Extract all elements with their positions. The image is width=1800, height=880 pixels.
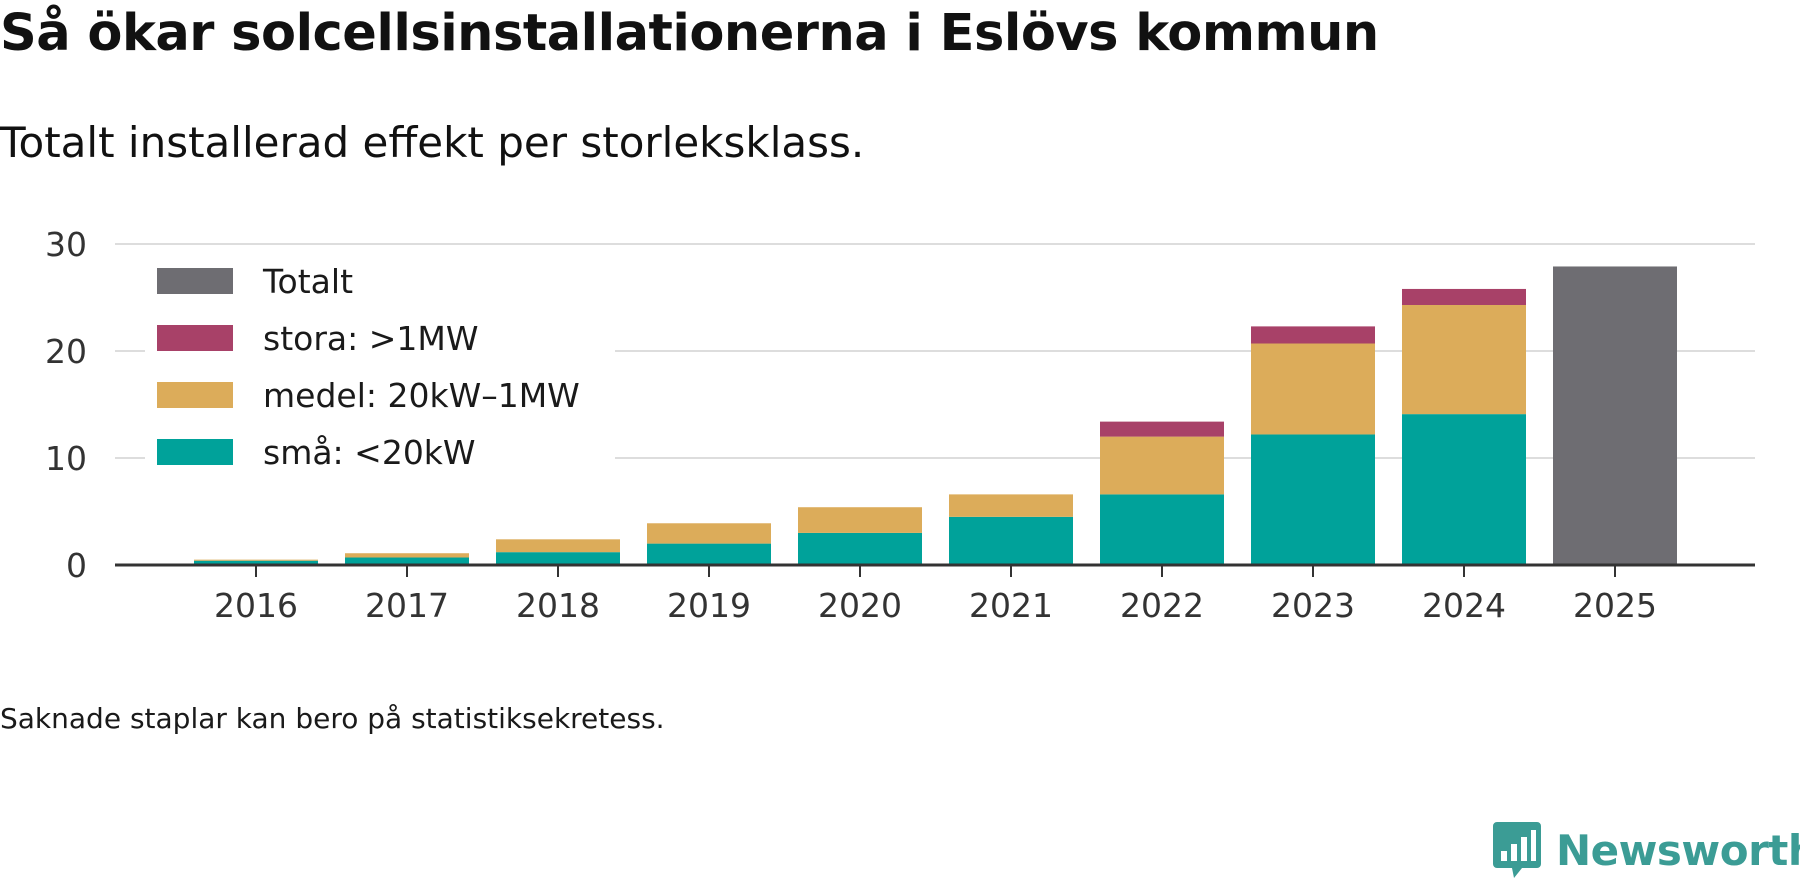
- x-tick-label-2016: 2016: [214, 586, 298, 625]
- chart-title: Så ökar solcellsinstallationerna i Eslöv…: [0, 4, 1379, 63]
- brand-name: Newsworthy: [1556, 825, 1800, 875]
- y-tick-label: 0: [66, 546, 87, 585]
- stacked-bar-chart: 0 10 20 30 2016 2017 2018 2019 2020 2021 2022 2023 2…: [45, 225, 1755, 625]
- x-tick-label-2019: 2019: [667, 586, 751, 625]
- x-tick-label-2020: 2020: [818, 586, 902, 625]
- legend-swatch-total: [157, 268, 233, 294]
- bar-medium-2019[interactable]: [647, 523, 771, 544]
- bar-large-2024[interactable]: [1402, 288, 1526, 305]
- y-tick-label: 20: [45, 332, 87, 371]
- bar-medium-2021[interactable]: [949, 494, 1073, 517]
- bar-small-2020[interactable]: [798, 532, 922, 565]
- bar-small-2018[interactable]: [496, 552, 620, 565]
- legend-label-large[interactable]: stora: >1MW: [263, 319, 478, 358]
- x-tick-label-2018: 2018: [516, 586, 600, 625]
- bar-small-2021[interactable]: [949, 516, 1073, 565]
- bar-small-2023[interactable]: [1251, 434, 1375, 565]
- x-tick-label-2025: 2025: [1573, 586, 1657, 625]
- chart-subtitle: Totalt installerad effekt per storlekskl…: [0, 118, 865, 167]
- bar-large-2023[interactable]: [1251, 326, 1375, 344]
- footnote: Saknade staplar kan bero på statistiksek…: [0, 702, 665, 735]
- brand-logo[interactable]: Newsworthy: [1492, 820, 1800, 880]
- bar-small-2024[interactable]: [1402, 414, 1526, 565]
- x-tick-label-2021: 2021: [969, 586, 1053, 625]
- legend-label-medium[interactable]: medel: 20kW–1MW: [263, 376, 580, 415]
- bar-medium-2020[interactable]: [798, 507, 922, 533]
- newsworthy-icon: [1493, 822, 1541, 878]
- bar-small-2017[interactable]: [345, 557, 469, 565]
- x-tick-label-2017: 2017: [365, 586, 449, 625]
- bar-medium-2017[interactable]: [345, 553, 469, 558]
- x-tick-label-2023: 2023: [1271, 586, 1355, 625]
- bar-medium-2024[interactable]: [1402, 304, 1526, 415]
- bars: [194, 266, 1677, 565]
- legend-swatch-large: [157, 325, 233, 351]
- bar-small-2016[interactable]: [194, 560, 318, 565]
- legend-label-total[interactable]: Totalt: [262, 262, 353, 301]
- bar-total-2025[interactable]: [1553, 266, 1677, 565]
- axes: 0 10 20 30 2016 2017 2018 2019 2020 2021 2022 2023 2…: [45, 225, 1755, 625]
- bar-large-2022[interactable]: [1100, 421, 1224, 437]
- bar-medium-2016[interactable]: [194, 559, 318, 561]
- bar-medium-2022[interactable]: [1100, 436, 1224, 495]
- bar-small-2019[interactable]: [647, 543, 771, 565]
- bar-small-2022[interactable]: [1100, 494, 1224, 565]
- x-tick-label-2024: 2024: [1422, 586, 1506, 625]
- legend-label-small[interactable]: små: <20kW: [263, 433, 476, 472]
- legend-swatch-medium: [157, 382, 233, 408]
- y-tick-label: 30: [45, 225, 87, 264]
- legend: Totalt stora: >1MW medel: 20kW–1MW små: <20…: [145, 252, 615, 482]
- legend-swatch-small: [157, 439, 233, 465]
- y-tick-label: 10: [45, 439, 87, 478]
- bar-medium-2018[interactable]: [496, 539, 620, 553]
- x-tick-label-2022: 2022: [1120, 586, 1204, 625]
- bar-medium-2023[interactable]: [1251, 343, 1375, 435]
